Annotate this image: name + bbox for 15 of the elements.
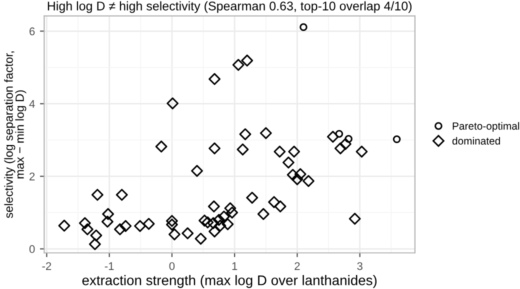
x-tick-label: 0: [169, 262, 175, 270]
chart-title: High log D ≠ high selectivity (Spearman 0.63, top-10 overlap 4/10): [48, 1, 412, 13]
legend-label: dominated: [452, 136, 500, 145]
x-tick-label: 3: [357, 262, 362, 270]
x-tick-label: 1: [232, 262, 238, 270]
y-axis-title: selectivity (log separation factor, max − min log D): [4, 51, 26, 218]
x-tick-label: 2: [294, 262, 300, 270]
x-tick-label: -2: [42, 262, 52, 270]
y-tick-label: 6: [30, 27, 35, 36]
x-axis-title: extraction strength (max log D over lanthanides): [82, 275, 377, 288]
x-tick-label: -1: [104, 262, 114, 270]
y-tick-label: 2: [30, 172, 35, 180]
y-tick-label: 0: [29, 245, 35, 254]
y-tick-label: 4: [29, 100, 35, 108]
legend-label: Pareto-optimal: [452, 122, 520, 132]
